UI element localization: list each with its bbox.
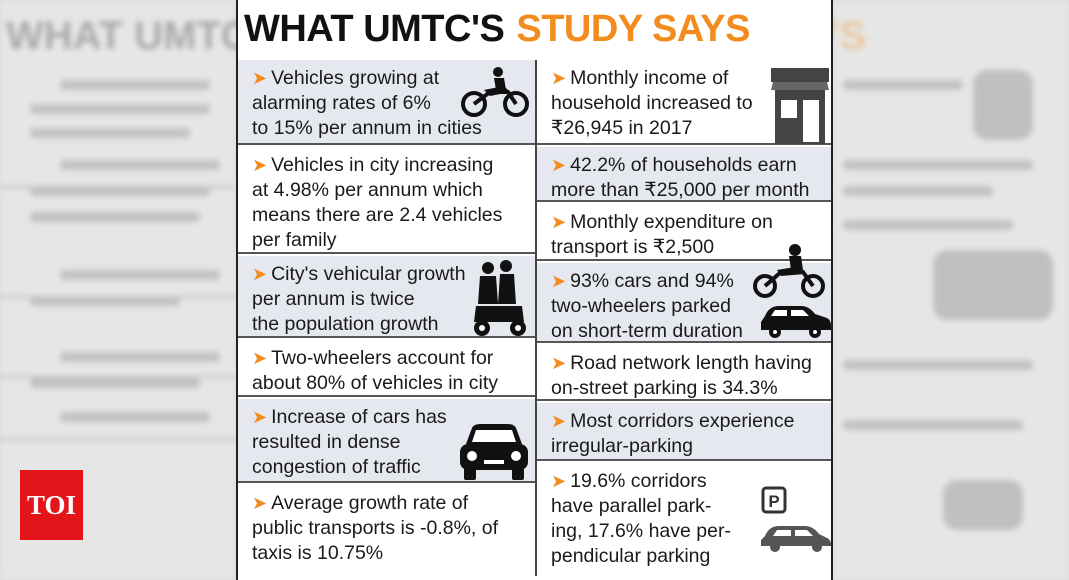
scooter-family-icon: [472, 260, 528, 343]
title-black: WHAT UMTC'S: [244, 7, 505, 50]
list-item: ➤ Most corridors experience irregular-par…: [537, 403, 831, 461]
page-title: WHAT UMTC'S STUDY SAYS: [238, 0, 831, 58]
list-item: ➤ Monthly income of household increased t…: [537, 60, 831, 145]
bullet-arrow-icon: ➤: [551, 271, 567, 291]
svg-text:P: P: [768, 492, 779, 511]
bullet-arrow-icon: ➤: [252, 493, 268, 513]
bullet-arrow-icon: ➤: [252, 348, 268, 368]
bullet-arrow-icon: ➤: [551, 68, 567, 88]
bullet-arrow-icon: ➤: [252, 68, 268, 88]
toi-logo[interactable]: TOI: [20, 470, 83, 540]
bullet-arrow-icon: ➤: [252, 407, 268, 427]
list-item: ➤ Average growth rate of public transport…: [252, 492, 499, 564]
bike-and-car-icon: [751, 242, 831, 347]
house-icon: [771, 68, 829, 149]
bullet-arrow-icon: ➤: [551, 411, 567, 431]
list-item: ➤ Vehicles growing at alarming rates of 6…: [238, 60, 535, 145]
bullet-arrow-icon: ➤: [551, 471, 567, 491]
list-item: ➤ Road network length having on-street pa…: [537, 345, 831, 401]
bullet-arrow-icon: ➤: [252, 155, 268, 175]
list-item: ➤ 19.6% corridors have parallel park- ing…: [551, 470, 731, 567]
motorcycle-icon: [460, 64, 530, 123]
list-item: ➤ 42.2% of households earn more than ₹25,…: [537, 147, 831, 202]
list-item: ➤ Monthly expenditure on transport is ₹2,…: [537, 204, 831, 261]
infographic-panel: WHAT UMTC'S STUDY SAYS ➤ Vehicles growing…: [236, 0, 833, 580]
bullet-arrow-icon: ➤: [551, 353, 567, 373]
column-divider: [535, 60, 537, 576]
backdrop-right: YS: [813, 0, 1069, 580]
parking-car-icon: P: [759, 486, 831, 557]
list-item: ➤ Vehicles in city increasing at 4.98% pe…: [238, 147, 535, 254]
bullet-arrow-icon: ➤: [252, 264, 268, 284]
list-item: ➤ Two-wheelers account for about 80% of v…: [238, 340, 535, 397]
car-front-icon: [458, 422, 530, 487]
title-orange: STUDY SAYS: [516, 7, 750, 50]
bullet-arrow-icon: ➤: [551, 155, 567, 175]
bullet-arrow-icon: ➤: [551, 212, 567, 232]
